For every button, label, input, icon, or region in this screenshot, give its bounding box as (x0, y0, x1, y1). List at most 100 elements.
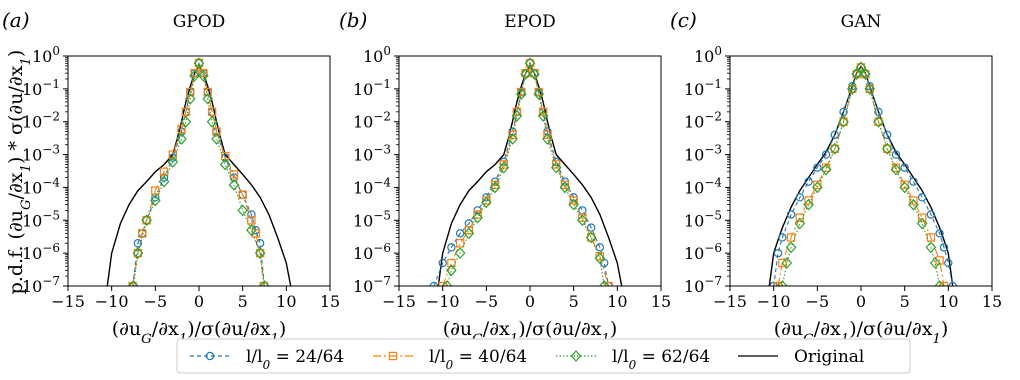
panels: −15 −10 −5 0 5 10 1510010−110−210−310−410−510−… (2, 8, 1002, 347)
data-point-l62 (785, 241, 797, 254)
y-axis-label: p.d.f. (∂uG​/∂x1​) * σ(∂u/∂x1​) (5, 50, 34, 295)
data-point-l62 (228, 178, 240, 191)
data-point-l40 (199, 68, 208, 78)
data-point-l40 (168, 150, 177, 159)
data-point-l40 (830, 144, 840, 153)
data-point-l24 (247, 210, 256, 219)
y-tick-label: 10−5 (684, 208, 722, 230)
data-point-l40 (207, 107, 217, 117)
series-line-l24 (773, 66, 954, 286)
y-tick-label: 10−7 (353, 274, 391, 296)
data-point-l62 (206, 115, 218, 128)
series-line-l24 (132, 61, 266, 286)
y-tick-label: 100 (32, 44, 60, 66)
data-point-l40 (190, 68, 199, 78)
x-tick-label: −5 (806, 292, 830, 311)
data-point-l62 (246, 224, 257, 237)
data-point-l62 (454, 247, 466, 260)
series-line-l40 (777, 66, 945, 286)
series-line-l62 (781, 66, 941, 286)
y-tick-label: 10−2 (22, 110, 60, 132)
data-point-l24 (255, 239, 265, 248)
panel-title: GPOD (173, 12, 226, 32)
data-point-l24 (447, 243, 456, 252)
plot-frame (398, 55, 662, 287)
data-point-l40 (133, 248, 143, 258)
series-line-l40 (132, 61, 265, 286)
data-point-l40 (203, 87, 212, 97)
data-point-l62 (803, 198, 814, 211)
data-point-l62 (873, 115, 884, 128)
panel-letter: (c) (670, 8, 697, 32)
panel-title: GAN (841, 12, 882, 32)
data-point-l62 (812, 181, 823, 194)
data-point-l62 (577, 214, 588, 227)
data-point-l40 (499, 160, 509, 169)
data-point-l62 (511, 110, 523, 122)
data-point-l62 (515, 88, 527, 100)
data-point-l62 (498, 161, 510, 174)
data-point-l62 (524, 57, 536, 70)
data-point-l24 (786, 210, 796, 219)
y-tick-label: 10−5 (22, 208, 60, 230)
panel-letter: (a) (2, 8, 30, 32)
data-point-l62 (489, 181, 501, 194)
data-point-l62 (211, 132, 222, 145)
data-point-l62 (794, 217, 806, 230)
series-line-original (768, 65, 954, 286)
data-point-l62 (533, 88, 545, 100)
legend-label: l/l0​ = 40/64 (429, 347, 527, 372)
x-tick-label: 15 (651, 292, 671, 311)
series-l62 (441, 57, 610, 286)
data-point-l62 (929, 257, 941, 269)
plot-frame (729, 55, 993, 287)
data-point-l62 (176, 132, 187, 145)
data-point-l62 (838, 115, 849, 128)
data-point-l62 (550, 161, 562, 174)
data-point-l62 (150, 194, 161, 207)
data-point-l62 (855, 61, 867, 74)
x-tick-label: 15 (320, 292, 340, 311)
x-tick-label: 0 (525, 292, 535, 311)
data-point-l24 (159, 173, 169, 182)
y-tick-label: 100 (363, 44, 391, 66)
x-tick-label: −5 (475, 292, 499, 311)
data-point-l40 (181, 107, 191, 117)
data-point-l62 (529, 68, 540, 81)
data-point-l24 (900, 163, 909, 172)
x-tick-label: 15 (982, 292, 1002, 311)
data-point-l24 (874, 107, 883, 117)
data-point-l62 (916, 217, 928, 230)
data-point-l24 (909, 177, 918, 186)
y-tick-label: 10−3 (22, 143, 60, 165)
data-point-l40 (159, 167, 169, 176)
legend-marker (570, 350, 582, 362)
data-point-l62 (463, 227, 475, 240)
data-point-l40 (142, 216, 151, 225)
data-point-l62 (219, 158, 231, 171)
x-tick-label: −5 (144, 292, 168, 311)
data-point-l24 (830, 130, 840, 139)
data-point-l40 (186, 87, 195, 97)
plot-frame (67, 55, 331, 287)
series-l62 (128, 57, 270, 286)
data-point-l62 (520, 68, 531, 81)
y-tick-label: 10−4 (22, 175, 60, 197)
x-tick-label: −10 (426, 292, 460, 311)
data-point-l62 (846, 82, 858, 95)
data-point-l62 (472, 211, 483, 224)
data-point-l40 (569, 196, 578, 205)
y-tick-label: 10−1 (22, 77, 60, 99)
data-point-l62 (128, 280, 139, 286)
y-tick-label: 10−3 (684, 143, 722, 165)
data-point-l62 (585, 231, 597, 244)
data-point-l40 (447, 258, 456, 268)
data-point-l62 (193, 57, 205, 70)
legend-item-original: Original (738, 347, 864, 367)
series-l40 (128, 58, 268, 286)
series-line-l62 (446, 61, 605, 286)
panel-epod: −15 −10 −5 0 5 10 15 100 10−1 10−2 10−3 10−4 10−5 10−… (339, 8, 671, 347)
data-point-l40 (151, 186, 160, 195)
data-point-l24 (839, 107, 848, 117)
